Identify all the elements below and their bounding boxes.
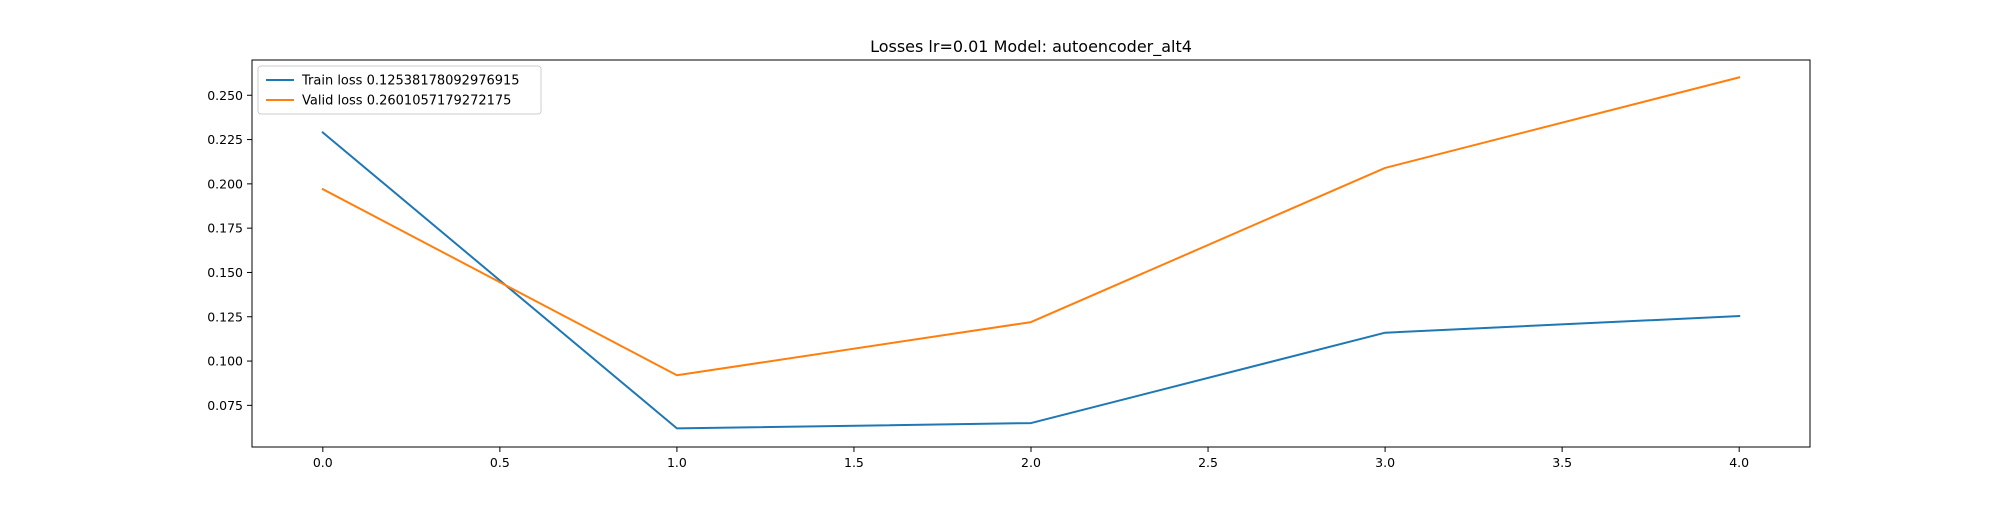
y-tick-label: 0.225 [207, 132, 243, 147]
x-tick-label: 1.0 [667, 455, 687, 470]
chart-title: Losses lr=0.01 Model: autoencoder_alt4 [870, 37, 1192, 57]
plot-background [252, 60, 1810, 447]
x-tick-label: 0.0 [313, 455, 333, 470]
legend-label-valid-loss: Valid loss 0.2601057179272175 [302, 94, 511, 109]
legend-box [257, 65, 542, 115]
y-tick-label: 0.150 [207, 265, 243, 280]
x-tick-label: 3.0 [1375, 455, 1395, 470]
y-tick-label: 0.250 [207, 88, 243, 103]
y-tick-label: 0.200 [207, 176, 243, 191]
legend: Train loss 0.12538178092976915 Valid loss… [257, 65, 542, 115]
y-tick-label: 0.175 [207, 221, 243, 236]
series-line-train-loss [321, 131, 1741, 430]
y-tick-label: 0.075 [207, 398, 243, 413]
series-line-valid-loss [321, 76, 1741, 377]
x-tick-label: 2.0 [1021, 455, 1041, 470]
series-layer [321, 76, 1741, 430]
plot-area [252, 60, 1810, 447]
x-tick-label: 2.5 [1198, 455, 1218, 470]
x-tick-label: 0.5 [490, 455, 510, 470]
x-tick-label: 3.5 [1552, 455, 1572, 470]
x-tick-label: 1.5 [844, 455, 864, 470]
y-tick-label: 0.125 [207, 309, 243, 324]
x-tick-label: 4.0 [1729, 455, 1749, 470]
y-tick-label: 0.100 [207, 354, 243, 369]
axes-layer: 0.0 0.5 1.0 1.5 2.0 2.5 3.0 3.5 4.0 0.075 0.100 0.1… [207, 59, 1811, 470]
legend-label-train-loss: Train loss 0.12538178092976915 [301, 74, 520, 89]
